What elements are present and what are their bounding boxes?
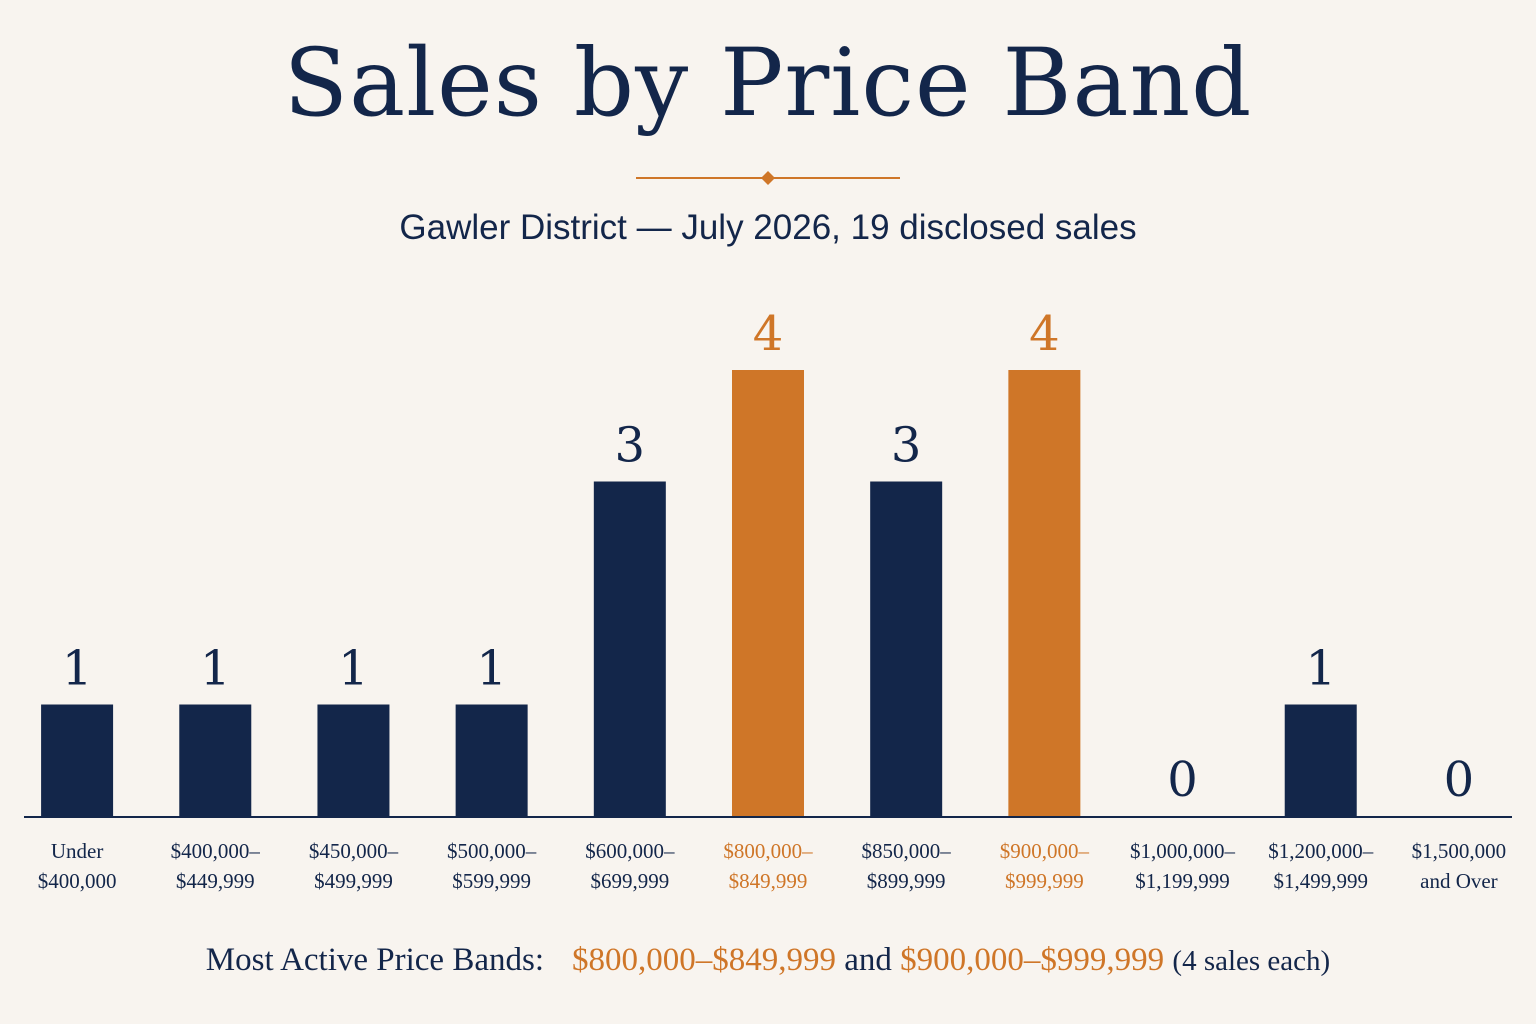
bar [1008,370,1081,816]
data-label: 0 [1167,752,1198,808]
data-label: 1 [1305,641,1336,697]
data-label: 1 [476,641,507,697]
footer-joiner: and [844,942,892,978]
bar [41,704,114,816]
x-tick-label: $849,999 [729,869,808,893]
chart-title: Sales by Price Band [283,29,1253,138]
footer-label: Most Active Price Bands: [205,942,544,978]
x-tick-label: $899,999 [867,869,946,893]
x-tick-label: $1,000,000– [1130,839,1236,863]
x-tick-label: $400,000 [38,869,117,893]
title-ornament [636,171,900,185]
data-label: 4 [753,306,784,362]
data-label: 3 [891,418,922,474]
x-tick-label: $500,000– [447,839,537,863]
x-tick-label: and Over [1420,869,1498,893]
summary-footer: Most Active Price Bands: $800,000–$849,99… [0,942,1536,979]
x-tick-label: $1,500,000 [1412,839,1507,863]
bar [1284,704,1357,816]
x-tick-label: $850,000– [862,839,952,863]
x-tick-label: $449,999 [176,869,255,893]
footer-band-b: $900,000–$999,999 [900,942,1165,978]
bar [317,704,390,816]
bar [732,370,804,816]
bar [593,481,666,816]
x-tick-label: Under [51,839,103,863]
data-label: 1 [200,641,231,697]
bar [179,704,252,816]
x-tick-label: $1,499,999 [1273,869,1368,893]
x-tick-label: $499,999 [314,869,393,893]
x-tick-label: $900,000– [1000,839,1090,863]
bar-chart: 1 Under $400,000 1 $400,000– $449,999 1 $450,00… [24,306,1512,893]
data-label: 1 [62,641,93,697]
x-tick-label: $699,999 [590,869,669,893]
bar [455,704,528,816]
x-tick-label: $599,999 [452,869,531,893]
footer-note: (4 sales each) [1172,945,1331,977]
x-tick-label: $400,000– [171,839,261,863]
data-label: 1 [338,641,369,697]
bar [870,481,943,816]
x-tick-label: $999,999 [1005,869,1084,893]
x-tick-label: $600,000– [585,839,675,863]
data-label: 3 [615,418,646,474]
footer-band-a: $800,000–$849,999 [572,942,836,978]
x-tick-label: $800,000– [723,839,813,863]
chart-subtitle: Gawler District — July 2026, 19 disclose… [399,208,1137,247]
data-label: 0 [1444,752,1475,808]
x-tick-label: $450,000– [309,839,399,863]
x-tick-label: $1,200,000– [1268,839,1374,863]
data-label: 4 [1029,306,1060,362]
x-tick-label: $1,199,999 [1135,869,1230,893]
